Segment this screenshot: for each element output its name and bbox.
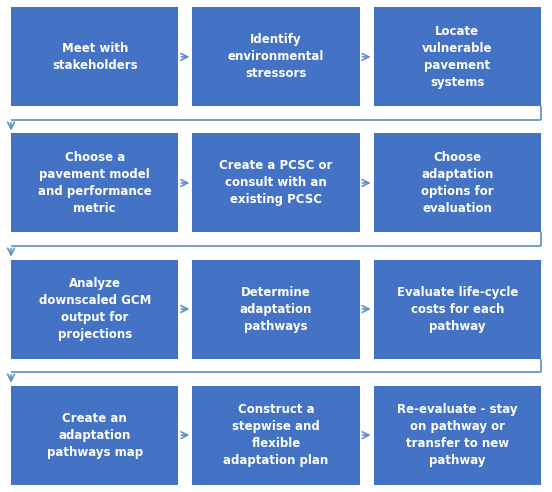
Bar bbox=[11, 133, 178, 233]
Bar bbox=[192, 7, 360, 106]
Bar bbox=[374, 133, 541, 233]
Text: Construct a
stepwise and
flexible
adaptation plan: Construct a stepwise and flexible adapta… bbox=[224, 403, 328, 467]
Text: Analyze
downscaled GCM
output for
projections: Analyze downscaled GCM output for projec… bbox=[39, 277, 151, 341]
Text: Choose a
pavement model
and performance
metric: Choose a pavement model and performance … bbox=[38, 151, 152, 215]
Bar bbox=[192, 260, 360, 359]
Text: Identify
environmental
stressors: Identify environmental stressors bbox=[228, 33, 324, 80]
Text: Locate
vulnerable
pavement
systems: Locate vulnerable pavement systems bbox=[422, 25, 492, 89]
Bar bbox=[192, 133, 360, 233]
Bar bbox=[11, 386, 178, 485]
Text: Create a PCSC or
consult with an
existing PCSC: Create a PCSC or consult with an existin… bbox=[219, 159, 333, 207]
Bar bbox=[11, 7, 178, 106]
Bar bbox=[374, 260, 541, 359]
Text: Meet with
stakeholders: Meet with stakeholders bbox=[52, 42, 137, 72]
Bar bbox=[11, 260, 178, 359]
Bar bbox=[192, 386, 360, 485]
Bar bbox=[374, 386, 541, 485]
Text: Choose
adaptation
options for
evaluation: Choose adaptation options for evaluation bbox=[421, 151, 493, 215]
Text: Re-evaluate - stay
on pathway or
transfer to new
pathway: Re-evaluate - stay on pathway or transfe… bbox=[397, 403, 517, 467]
Text: Determine
adaptation
pathways: Determine adaptation pathways bbox=[240, 285, 312, 333]
Text: Evaluate life-cycle
costs for each
pathway: Evaluate life-cycle costs for each pathw… bbox=[396, 285, 518, 333]
Text: Create an
adaptation
pathways map: Create an adaptation pathways map bbox=[47, 412, 143, 459]
Bar bbox=[374, 7, 541, 106]
